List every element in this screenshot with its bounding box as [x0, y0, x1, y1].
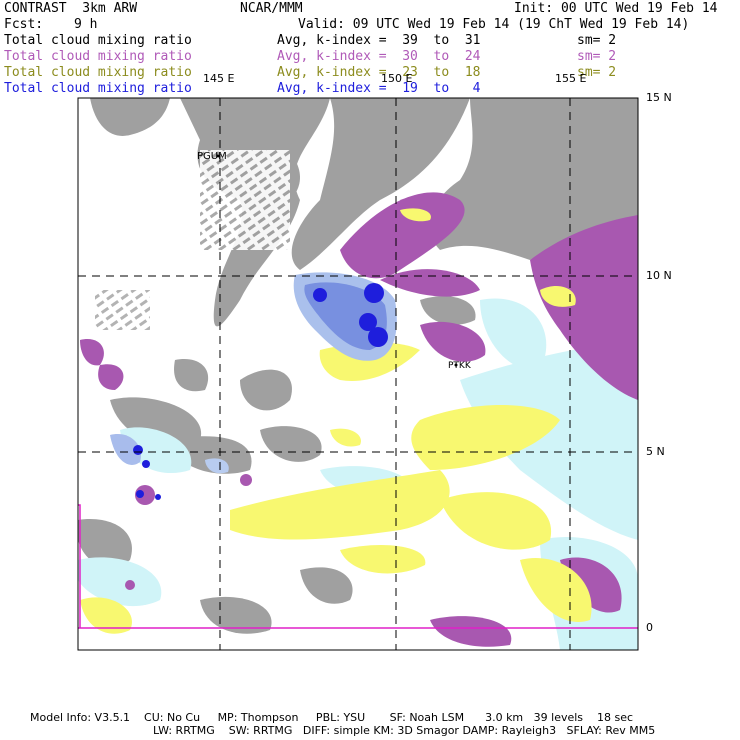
field-4-name: Total cloud mixing ratio	[4, 81, 192, 96]
streaky-cloud-area	[200, 150, 290, 250]
station-marker-pgum	[216, 154, 220, 158]
valid-time: Valid: 09 UTC Wed 19 Feb 14 (19 ChT Wed …	[298, 17, 690, 32]
center-title: NCAR/MMM	[240, 1, 303, 16]
coastline	[78, 504, 638, 629]
field-3-stat: Avg, k-index = 23 to 18	[277, 65, 481, 80]
model-info-line-2: LW: RRTMG SW: RRTMG DIFF: simple KM: 3D …	[153, 724, 656, 737]
lon-label-150e: 150 E	[381, 72, 413, 85]
station-marker-ptkk	[454, 363, 458, 367]
lat-label-0: 0	[646, 621, 653, 634]
field-3-name: Total cloud mixing ratio	[4, 65, 192, 80]
field-1-stat: Avg, k-index = 39 to 31	[277, 33, 481, 48]
field-2-sm: sm= 2	[577, 49, 617, 64]
lat-label-15n: 15 N	[646, 91, 672, 104]
station-label-ptkk: PTKK	[448, 361, 471, 371]
lon-label-155e: 155 E	[555, 72, 587, 85]
streaky-cloud-area-west	[95, 290, 150, 330]
field-2-stat: Avg, k-index = 30 to 24	[277, 49, 481, 64]
field-1-name: Total cloud mixing ratio	[4, 33, 192, 48]
field-2-name: Total cloud mixing ratio	[4, 49, 192, 64]
fcst-value: 9 h	[74, 17, 98, 32]
station-label-pgum: PGUM	[197, 151, 227, 162]
map-frame	[77, 97, 639, 651]
fcst-label: Fcst:	[4, 17, 44, 32]
deep-cloud-layer	[110, 272, 397, 500]
lat-label-5n: 5 N	[646, 445, 665, 458]
lat-label-10n: 10 N	[646, 269, 672, 282]
mid-cloud-layer	[80, 192, 638, 647]
field-1-sm: sm= 2	[577, 33, 617, 48]
init-time: Init: 00 UTC Wed 19 Feb 14	[514, 1, 718, 16]
model-info-line-1: Model Info: V3.5.1 CU: No Cu MP: Thompso…	[30, 711, 634, 724]
field-4-stat: Avg, k-index = 19 to 4	[277, 81, 481, 96]
model-title: CONTRAST 3km ARW	[4, 1, 138, 16]
lon-label-145e: 145 E	[203, 72, 235, 85]
field-3-sm: sm= 2	[577, 65, 617, 80]
